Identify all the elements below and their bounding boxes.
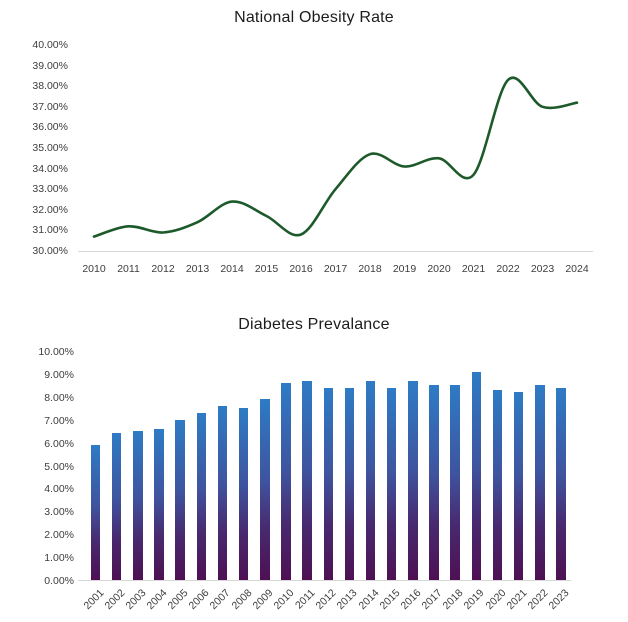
y-axis-tick-label: 34.00% <box>32 162 68 175</box>
diabetes-bar <box>344 387 355 580</box>
y-axis-tick-label: 37.00% <box>32 100 68 113</box>
y-axis-tick-label: 10.00% <box>38 346 74 358</box>
x-axis-line <box>78 251 593 252</box>
diabetes-bar <box>323 387 333 580</box>
y-axis-tick-label: 7.00% <box>44 414 74 427</box>
x-axis-tick-label: 2024 <box>565 263 589 275</box>
diabetes-plot-area: 10.00% 9.00% 8.00% 7.00% 6.00% 5.00% 4.00% 3.00… <box>0 300 628 622</box>
x-axis-tick-label: 2021 <box>461 263 486 275</box>
y-axis-tick-label: 31.00% <box>32 224 68 237</box>
diabetes-chart-title: Diabetes Prevalance <box>238 316 390 333</box>
diabetes-bar <box>281 383 291 580</box>
diabetes-bar <box>365 380 376 580</box>
obesity-line-chart: National Obesity Rate 40.00% 39.00% 38.00%… <box>0 0 628 300</box>
diabetes-bar-chart: Diabetes Prevalance 10.00% 9.00% 8.00% 7.00… <box>0 300 628 622</box>
y-axis-tick-label: 3.00% <box>44 506 74 519</box>
diabetes-bar <box>492 389 503 580</box>
x-axis-tick-label: 2010 <box>82 263 106 275</box>
obesity-plot-area: 40.00% 39.00% 38.00% 37.00% 36.00% 35.00% 34.0… <box>0 0 628 300</box>
diabetes-bar <box>260 399 270 580</box>
diabetes-bar <box>408 380 418 580</box>
y-axis-tick-label: 8.00% <box>44 391 74 404</box>
diabetes-bar <box>471 371 482 580</box>
x-axis-tick-label: 2012 <box>151 263 175 275</box>
diabetes-bar <box>513 392 524 580</box>
x-axis-tick-label: 2020 <box>427 263 451 275</box>
y-axis-tick-label: 33.00% <box>32 183 68 196</box>
x-axis-tick-label: 2011 <box>117 263 140 275</box>
diabetes-bar <box>133 431 143 580</box>
diabetes-bar <box>238 408 249 580</box>
diabetes-bar <box>196 412 207 580</box>
diabetes-bar <box>535 385 545 580</box>
obesity-line-svg <box>92 76 579 238</box>
diabetes-bar <box>450 385 460 580</box>
x-axis-tick-label: 2022 <box>496 263 520 275</box>
y-axis-tick-label: 35.00% <box>32 142 68 154</box>
y-axis-tick-label: 32.00% <box>32 203 68 216</box>
y-axis-tick-label: 30.00% <box>32 245 68 257</box>
y-axis-tick-label: 5.00% <box>44 460 74 473</box>
x-axis-tick-label: 2017 <box>323 263 348 275</box>
y-axis-tick-label: 1.00% <box>44 552 74 565</box>
obesity-chart-title: National Obesity Rate <box>234 9 394 26</box>
x-axis-tick-label: 2018 <box>358 263 382 275</box>
x-axis-tick-label: 2014 <box>220 263 244 275</box>
y-axis-tick-label: 38.00% <box>32 80 68 93</box>
diabetes-bar <box>175 419 185 580</box>
diabetes-bar <box>429 385 439 580</box>
diabetes-bar <box>302 380 312 580</box>
y-axis-tick-label: 9.00% <box>44 368 74 381</box>
diabetes-bar <box>154 428 164 580</box>
diabetes-bar <box>556 387 566 580</box>
x-axis-tick-label: 2016 <box>289 263 313 275</box>
x-axis-tick-label: 2023 <box>530 263 555 275</box>
x-axis-line <box>78 580 571 581</box>
y-axis-tick-label: 2.00% <box>44 529 74 542</box>
x-axis-tick-label: 2015 <box>254 263 279 275</box>
y-axis-tick-label: 40.00% <box>32 39 68 51</box>
diabetes-bar <box>386 387 397 580</box>
diabetes-bar <box>111 433 122 580</box>
obesity-series-line <box>92 76 579 238</box>
y-axis-tick-label: 36.00% <box>32 121 68 134</box>
y-axis-tick-label: 4.00% <box>44 483 74 496</box>
x-axis-tick-label: 2019 <box>392 263 417 275</box>
x-axis-tick-label: 2013 <box>185 263 210 275</box>
y-axis-tick-label: 39.00% <box>32 59 68 72</box>
diabetes-bar <box>217 405 228 580</box>
y-axis-tick-label: 0.00% <box>44 575 74 587</box>
y-axis-tick-label: 6.00% <box>44 437 74 450</box>
diabetes-bar <box>90 444 101 580</box>
